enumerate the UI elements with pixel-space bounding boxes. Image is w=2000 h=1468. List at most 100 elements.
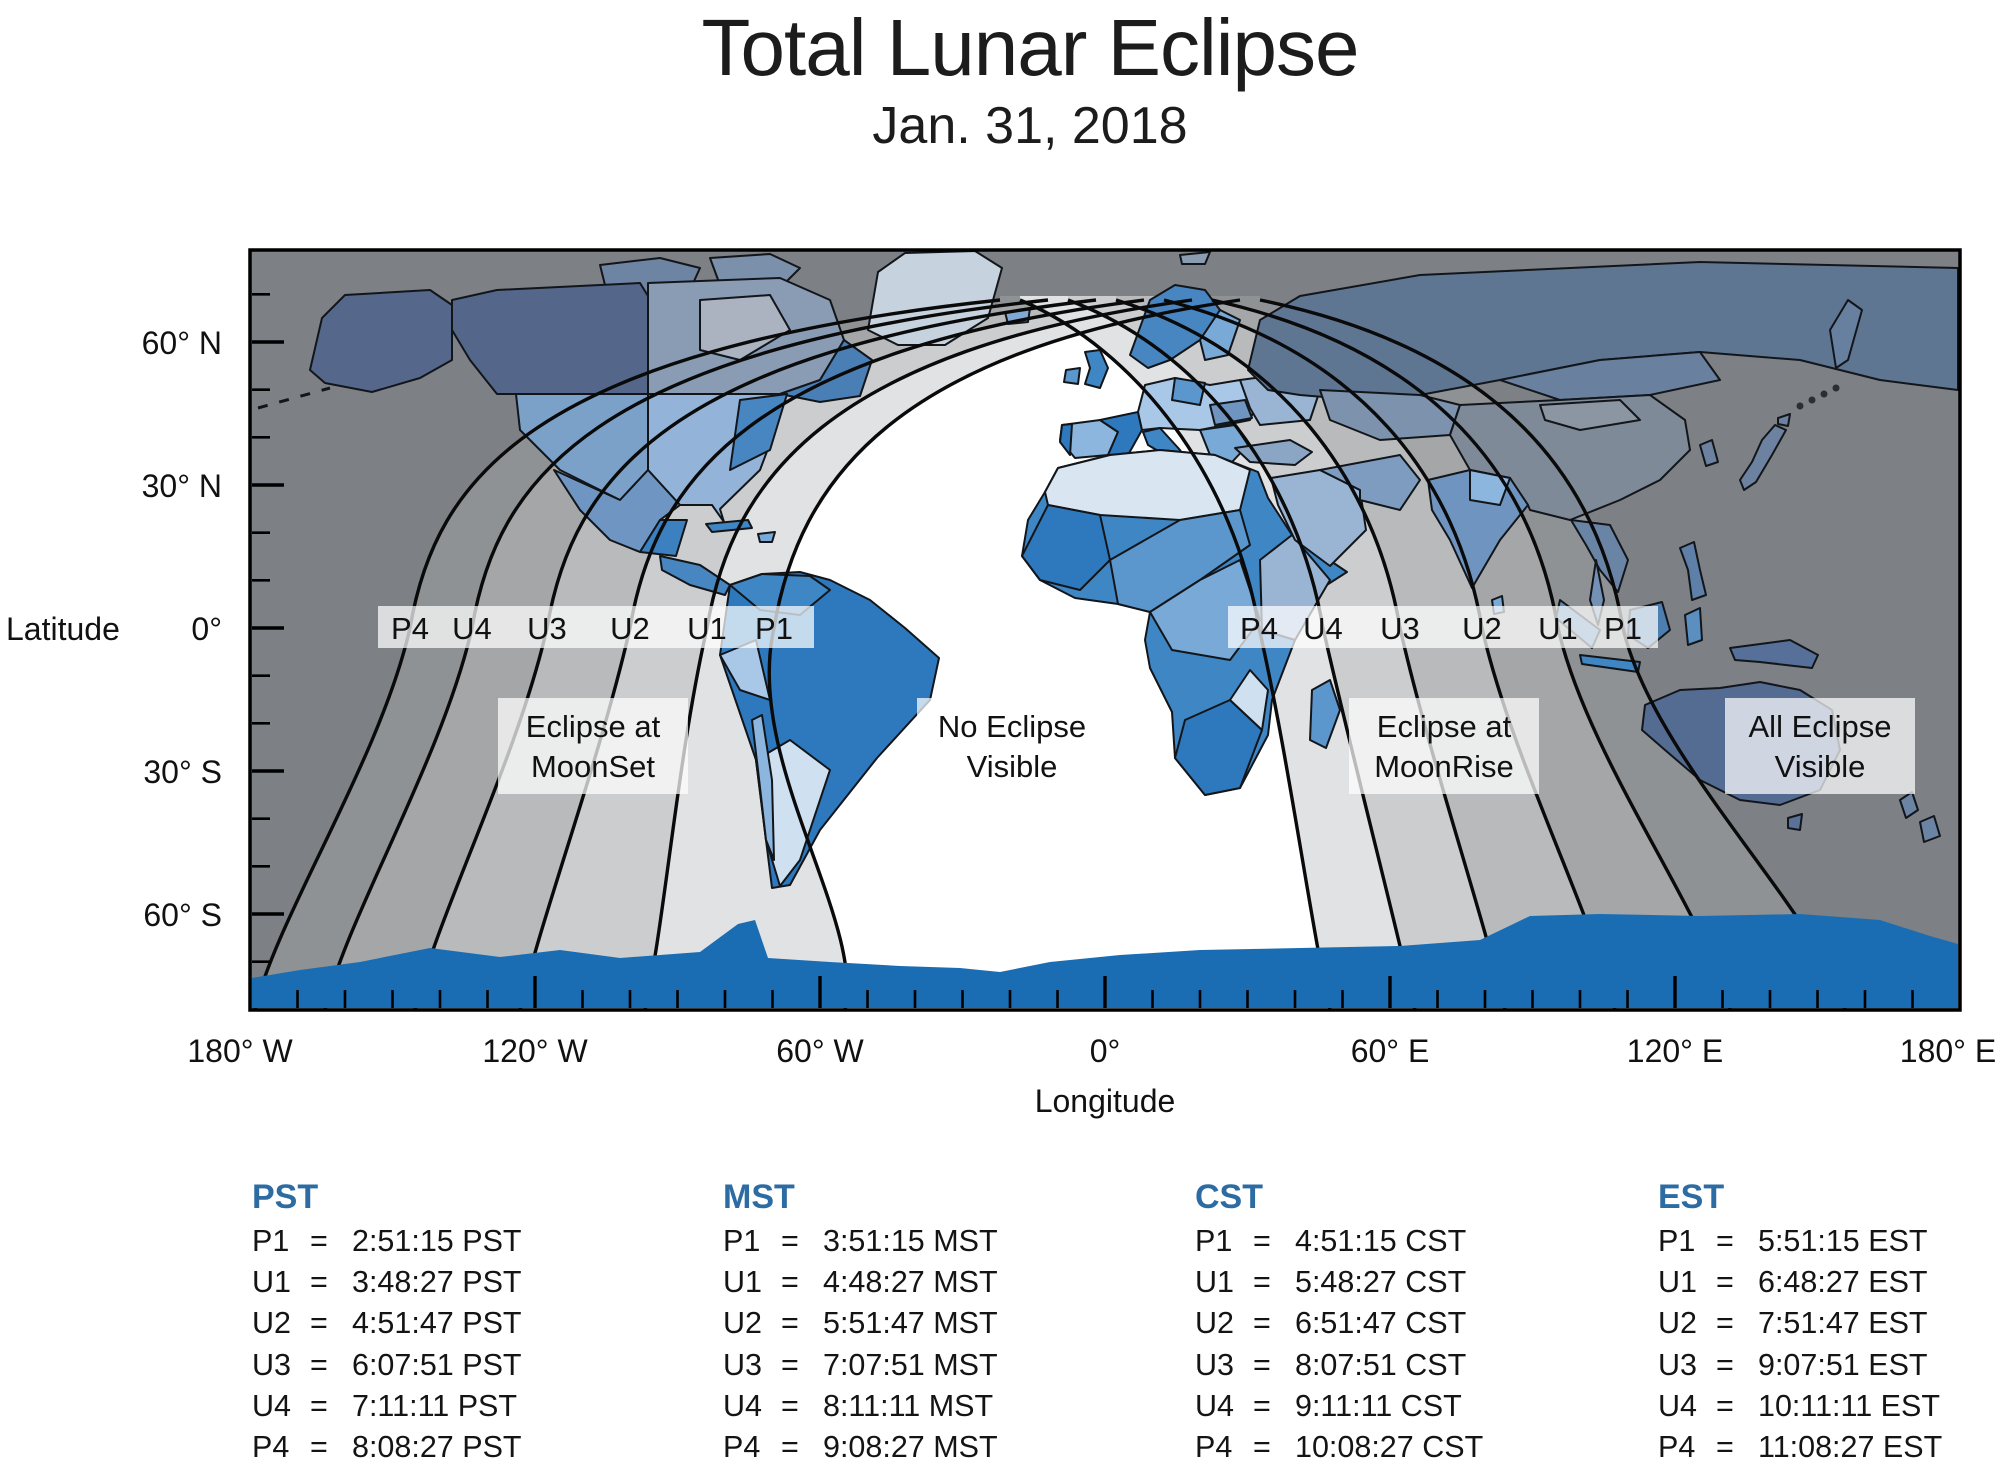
tick-label: 60° W — [776, 1033, 864, 1069]
region-label-line: MoonSet — [531, 749, 655, 784]
equals-sign: = — [1716, 1347, 1734, 1382]
map-inner — [250, 250, 1960, 1010]
contact-label: P4 — [391, 611, 429, 646]
contact-id: U4 — [1195, 1388, 1234, 1423]
table-row: U2 = 5:51:47 MST — [723, 1306, 1153, 1347]
equals-sign: = — [1716, 1429, 1734, 1464]
region-label-line: All Eclipse — [1749, 709, 1892, 744]
contact-time: 8:08:27 PST — [352, 1429, 522, 1464]
tick-label: 180° E — [1900, 1033, 1996, 1069]
map-frame — [248, 248, 1962, 1012]
contact-id: U3 — [723, 1347, 762, 1382]
contact-label: U3 — [527, 611, 567, 646]
contact-time: 5:51:15 EST — [1758, 1224, 1928, 1258]
contact-id: U4 — [723, 1388, 762, 1423]
contact-label: U2 — [1462, 611, 1502, 646]
region-label-line: Visible — [967, 749, 1058, 784]
contact-time: 7:51:47 EST — [1758, 1306, 1928, 1341]
latitude-ticks — [252, 293, 284, 963]
page-subtitle: Jan. 31, 2018 — [872, 97, 1188, 155]
table-row: P1 = 3:51:15 MST — [723, 1224, 1153, 1265]
table-row: U2 = 4:51:47 PST — [252, 1306, 682, 1347]
region-label-no-eclipse: No Eclipse Visible — [917, 698, 1107, 794]
equals-sign: = — [781, 1429, 799, 1464]
contact-id: U1 — [252, 1265, 291, 1300]
contact-id: P1 — [252, 1224, 290, 1258]
contact-id: U2 — [1195, 1306, 1234, 1341]
contact-id: P4 — [1195, 1429, 1233, 1464]
contact-time: 4:48:27 MST — [823, 1265, 998, 1300]
contact-id: U3 — [1195, 1347, 1234, 1382]
contact-time: 5:48:27 CST — [1295, 1265, 1467, 1300]
equals-sign: = — [1253, 1388, 1271, 1423]
contact-label: U3 — [1380, 611, 1420, 646]
equals-sign: = — [310, 1265, 328, 1300]
table-row: U1 = 6:48:27 EST — [1658, 1265, 2000, 1306]
equals-sign: = — [1253, 1265, 1271, 1300]
contact-time: 6:48:27 EST — [1758, 1265, 1928, 1300]
region-label-line: Visible — [1775, 749, 1866, 784]
contact-time: 11:08:27 EST — [1758, 1429, 1943, 1464]
contact-time: 10:11:11 EST — [1758, 1388, 1940, 1423]
equals-sign: = — [310, 1347, 328, 1382]
contact-band-east — [1228, 606, 1658, 648]
table-header: PST — [252, 1178, 319, 1216]
contact-time: 7:07:51 MST — [823, 1347, 998, 1382]
region-label-line: MoonRise — [1374, 749, 1514, 784]
tick-label: 0° — [191, 611, 222, 647]
x-axis-title: Longitude — [1035, 1083, 1176, 1119]
equals-sign: = — [1253, 1224, 1271, 1258]
table-row: U4 = 8:11:11 MST — [723, 1389, 1153, 1430]
contact-label: P4 — [1240, 611, 1278, 646]
table-row: U1 = 4:48:27 MST — [723, 1265, 1153, 1306]
table-row: U2 = 7:51:47 EST — [1658, 1306, 2000, 1347]
table-header: MST — [723, 1178, 795, 1216]
contact-id: U4 — [1658, 1388, 1697, 1423]
tick-label: 180° W — [187, 1033, 293, 1069]
contact-id: U2 — [723, 1306, 762, 1341]
table-pst: PST P1 = 2:51:15 PST U1 = 3:48:27 PST U2 = 4:5… — [252, 1178, 682, 1468]
contact-time: 2:51:15 PST — [352, 1224, 522, 1258]
table-row: P1 = 2:51:15 PST — [252, 1224, 682, 1265]
contact-time: 4:51:47 PST — [352, 1306, 522, 1341]
table-row: P4 = 8:08:27 PST — [252, 1430, 682, 1468]
table-row: U3 = 9:07:51 EST — [1658, 1348, 2000, 1389]
table-header: CST — [1195, 1178, 1263, 1216]
contact-id: P1 — [1195, 1224, 1233, 1258]
equals-sign: = — [781, 1388, 799, 1423]
contact-id: U2 — [252, 1306, 291, 1341]
table-header: EST — [1658, 1178, 1725, 1216]
equals-sign: = — [1253, 1347, 1271, 1382]
table-row: P1 = 4:51:15 CST — [1195, 1224, 1625, 1265]
contact-labels-east: P4 U4 U3 U2 U1 P1 — [1240, 611, 1642, 646]
contact-time: 8:11:11 MST — [823, 1388, 994, 1423]
contact-id: U1 — [1658, 1265, 1697, 1300]
table-mst: MST P1 = 3:51:15 MST U1 = 4:48:27 MST U2 = 5:5… — [723, 1178, 1153, 1468]
table-row: U3 = 7:07:51 MST — [723, 1348, 1153, 1389]
contact-time: 6:51:47 CST — [1295, 1306, 1467, 1341]
contact-label: U4 — [452, 611, 492, 646]
contact-id: P1 — [723, 1224, 761, 1258]
eclipse-map: P4 U4 U3 U2 U1 P1 P4 U4 U3 U2 U1 P1 Ecli… — [6, 248, 1996, 1119]
landmass-south-america — [719, 571, 940, 889]
equals-sign: = — [310, 1388, 328, 1423]
contact-label: U2 — [610, 611, 650, 646]
contact-time: 4:51:15 CST — [1295, 1224, 1467, 1258]
tick-label: 0° — [1090, 1033, 1121, 1069]
equals-sign: = — [781, 1265, 799, 1300]
region-label-box — [1725, 698, 1915, 794]
table-row: U2 = 6:51:47 CST — [1195, 1306, 1625, 1347]
contact-id: P4 — [252, 1429, 290, 1464]
table-row: U3 = 8:07:51 CST — [1195, 1348, 1625, 1389]
region-label-box — [498, 698, 688, 794]
equals-sign: = — [781, 1347, 799, 1382]
table-row: U1 = 3:48:27 PST — [252, 1265, 682, 1306]
contact-label: U4 — [1303, 611, 1343, 646]
equals-sign: = — [1253, 1306, 1271, 1341]
contact-id: U4 — [252, 1388, 291, 1423]
page-title: Total Lunar Eclipse — [701, 3, 1360, 92]
region-label-line: No Eclipse — [938, 709, 1086, 744]
landmass-north-america — [257, 277, 873, 596]
contact-label: P1 — [1604, 611, 1642, 646]
